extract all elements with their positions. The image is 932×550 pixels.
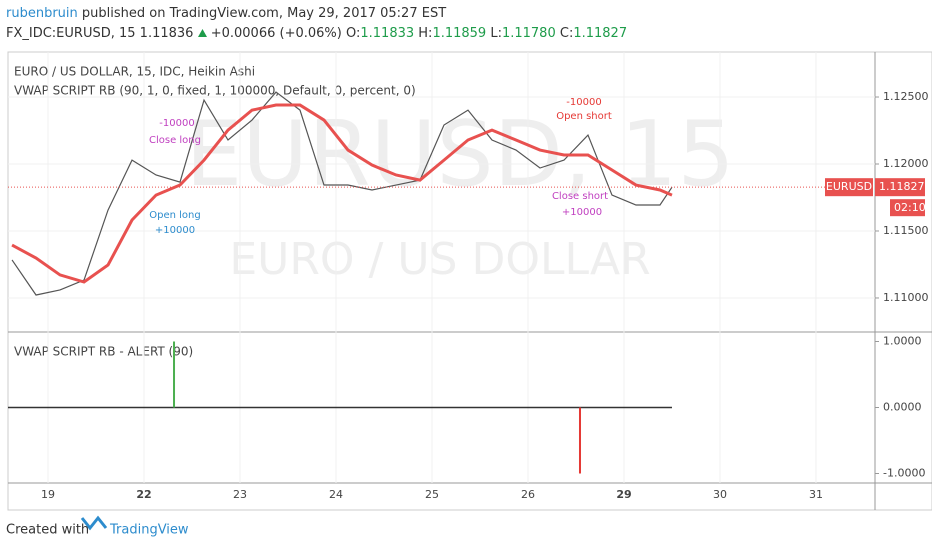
l-label: L: <box>490 26 502 41</box>
header: rubenbruin published on TradingView.com,… <box>6 4 627 44</box>
low: 1.11780 <box>501 26 556 41</box>
chart-title: EURO / US DOLLAR, 15, IDC, Heikin Ashi <box>14 65 255 79</box>
x-tick-label: 26 <box>521 488 535 501</box>
x-tick-label: 19 <box>41 488 55 501</box>
watermark: EURUSD, 15 <box>185 102 734 207</box>
annotation: Open long <box>149 210 200 221</box>
published: published on TradingView.com, May 29, 20… <box>81 6 447 21</box>
x-tick-label: 25 <box>425 488 439 501</box>
x-tick-label: 29 <box>616 488 631 501</box>
x-tick-label: 24 <box>329 488 343 501</box>
y-tick-label: 1.11500 <box>883 224 929 237</box>
last-price-label: 1.11827 <box>879 180 925 193</box>
quote-line: FX_IDC:EURUSD, 15 1.11836 +0.00066 (+0.0… <box>6 24 627 44</box>
y-tick-label: -1.0000 <box>883 466 925 479</box>
y-tick-label: 1.12000 <box>883 157 929 170</box>
up-arrow <box>197 29 207 37</box>
annotation: +10000 <box>155 225 195 236</box>
logo <box>80 515 108 531</box>
alert-title: VWAP SCRIPT RB - ALERT (90) <box>14 345 193 359</box>
footer-created: Created with <box>6 523 89 538</box>
watermark-name: EURO / US DOLLAR <box>229 234 650 285</box>
open: 1.11833 <box>360 26 415 41</box>
close: 1.11827 <box>573 26 628 41</box>
last-price-box <box>875 178 925 197</box>
alert-bar <box>173 341 176 408</box>
x-tick-label: 31 <box>809 488 823 501</box>
x-tick-label: 22 <box>136 488 151 501</box>
countdown: 02:10 <box>894 201 926 214</box>
o-label: O: <box>345 26 361 41</box>
symbol: FX_IDC:EURUSD, 15 <box>6 26 136 41</box>
annotation: -10000 <box>159 118 194 129</box>
author[interactable]: rubenbruin <box>6 6 78 21</box>
annotation: Close long <box>149 135 201 146</box>
x-tick-label: 30 <box>713 488 727 501</box>
c-label: C: <box>559 26 574 41</box>
y-tick-label: 1.12500 <box>883 90 929 103</box>
high: 1.11859 <box>432 26 487 41</box>
frame <box>7 51 932 511</box>
y-tick-label: 1.11000 <box>883 291 929 304</box>
last-symbol: EURUSD <box>826 180 872 193</box>
annotation: Open short <box>556 111 612 122</box>
change: +0.00066 (+0.06%) <box>210 26 342 41</box>
indicator-title: VWAP SCRIPT RB (90, 1, 0, fixed, 1, 1000… <box>14 84 416 98</box>
h-label: H: <box>418 26 433 41</box>
publish-line: rubenbruin published on TradingView.com,… <box>6 4 627 24</box>
last-symbol-box <box>825 178 873 197</box>
y-tick-label: 1.0000 <box>883 335 922 348</box>
y-tick-label: 0.0000 <box>883 401 922 414</box>
series-line <box>11 103 673 284</box>
last: 1.11836 <box>139 26 194 41</box>
footer-brand[interactable]: TradingView <box>109 523 189 538</box>
x-tick-label: 23 <box>233 488 247 501</box>
annotation: +10000 <box>562 207 602 218</box>
countdown-box <box>890 199 925 217</box>
annotation: Close short <box>552 191 608 202</box>
alert-bar <box>578 407 581 474</box>
annotation: -10000 <box>566 97 601 108</box>
series-line <box>11 91 673 296</box>
